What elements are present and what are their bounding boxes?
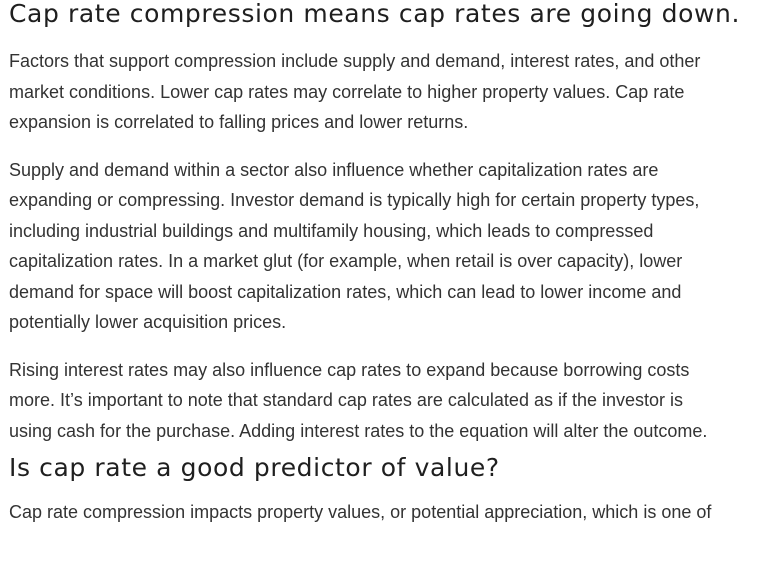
paragraph-line: more. It’s important to note that standa… <box>9 390 684 410</box>
paragraph-interest-rates: Rising interest rates may also influence… <box>9 355 768 447</box>
article-content: Cap rate compression means cap rates are… <box>9 0 768 528</box>
section-heading-predictor-of-value: Is cap rate a good predictor of value? <box>9 453 500 482</box>
section-heading-cap-rate-compression: Cap rate compression means cap rates are… <box>9 0 741 28</box>
paragraph-line: Supply and demand within a sector also i… <box>9 159 659 180</box>
paragraph-line: Cap rate compression impacts property va… <box>9 502 712 522</box>
paragraph-line: capitalization rates. In a market glut (… <box>9 251 683 271</box>
paragraph-line: demand for space will boost capitalizati… <box>9 281 682 302</box>
paragraph-factors: Factors that support compression include… <box>9 46 768 138</box>
paragraph-line: market conditions. Lower cap rates may c… <box>9 81 685 102</box>
paragraph-line: potentially lower acquisition prices. <box>9 312 287 332</box>
paragraph-line: using cash for the purchase. Adding inte… <box>9 420 708 441</box>
paragraph-line: expanding or compressing. Investor deman… <box>9 190 700 210</box>
paragraph-line: expansion is correlated to falling price… <box>9 112 469 132</box>
paragraph-line: Factors that support compression include… <box>9 51 701 71</box>
paragraph-compression-impacts: Cap rate compression impacts property va… <box>9 497 768 528</box>
paragraph-line: including industrial buildings and multi… <box>9 220 654 241</box>
paragraph-supply-demand: Supply and demand within a sector also i… <box>9 155 768 338</box>
paragraph-line: Rising interest rates may also influence… <box>9 359 690 380</box>
